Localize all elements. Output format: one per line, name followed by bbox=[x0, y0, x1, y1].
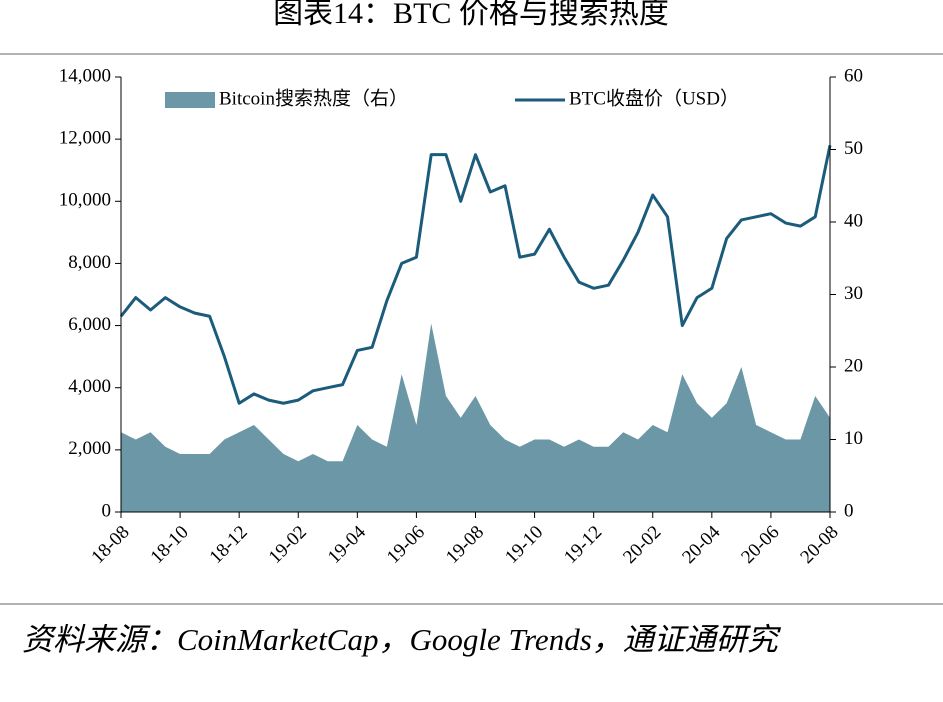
y-tick-label: 6,000 bbox=[68, 314, 111, 335]
y-tick-label: 2,000 bbox=[68, 438, 111, 459]
y-tick-label: 14,000 bbox=[59, 65, 111, 86]
line bbox=[119, 145, 832, 405]
y-tick-label: 0 bbox=[102, 500, 112, 521]
x-tick-label: 20-04 bbox=[678, 521, 725, 568]
x-tick-label: 18-12 bbox=[206, 522, 252, 568]
x-tick-label: 19-02 bbox=[265, 522, 311, 568]
x-tick-label: 20-08 bbox=[796, 522, 842, 568]
x-tick-label: 19-08 bbox=[442, 522, 488, 568]
x-tick-label: 20-02 bbox=[619, 522, 665, 568]
y2-tick-label: 20 bbox=[844, 355, 863, 376]
y2-tick-label: 0 bbox=[844, 500, 854, 521]
y2-tick-label: 10 bbox=[844, 428, 863, 449]
x-tick-label: 19-06 bbox=[383, 522, 429, 568]
y2-tick-label: 50 bbox=[844, 138, 863, 159]
y-tick-label: 4,000 bbox=[68, 376, 111, 397]
x-tick-label: 19-04 bbox=[324, 521, 371, 568]
y-tick-label: 12,000 bbox=[59, 128, 111, 149]
x-tick-label: 19-12 bbox=[560, 522, 606, 568]
legend-swatch bbox=[165, 92, 215, 108]
y2-tick-label: 30 bbox=[844, 283, 863, 304]
y2-tick-label: 40 bbox=[844, 210, 863, 231]
y-tick-label: 10,000 bbox=[59, 190, 111, 211]
x-tick-label: 20-06 bbox=[737, 522, 783, 568]
x-tick-label: 19-10 bbox=[501, 522, 547, 568]
legend-label: Bitcoin搜索热度（右） bbox=[219, 87, 408, 109]
area bbox=[121, 323, 830, 512]
legend-label: BTC收盘价（USD） bbox=[569, 87, 739, 109]
chart-title: 图表14：BTC 价格与搜索热度 bbox=[273, 0, 669, 30]
source-note: 资料来源：CoinMarketCap，Google Trends，通证通研究 bbox=[22, 622, 778, 657]
y-tick-label: 8,000 bbox=[68, 252, 111, 273]
x-tick-label: 18-10 bbox=[147, 522, 193, 568]
x-tick-label: 18-08 bbox=[87, 522, 133, 568]
y2-tick-label: 60 bbox=[844, 65, 863, 86]
